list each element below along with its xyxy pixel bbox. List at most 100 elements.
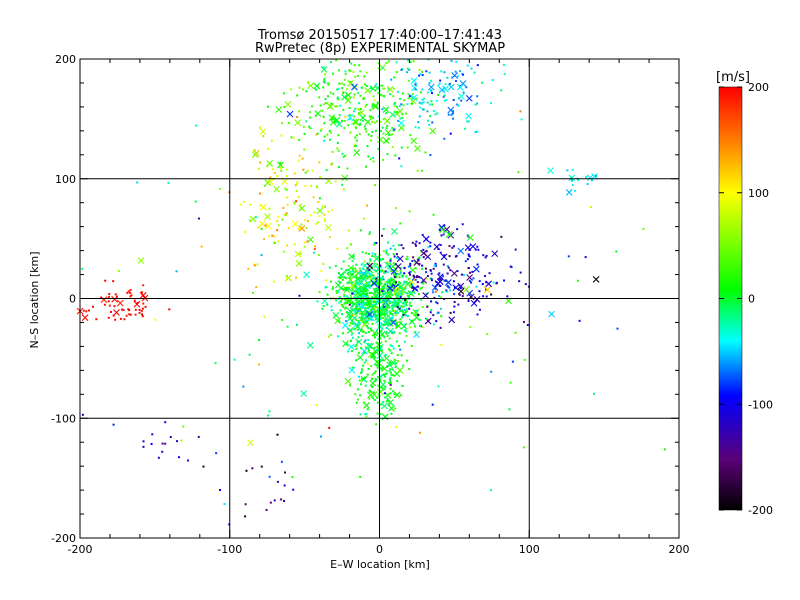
scatter-dot (350, 281, 353, 284)
scatter-dot (386, 153, 389, 156)
scatter-dot (365, 130, 368, 133)
scatter-dot (299, 252, 302, 255)
colorbar-tick-label: -200 (748, 504, 773, 517)
scatter-dot (452, 280, 455, 283)
scatter-dot (370, 278, 373, 281)
scatter-cross (267, 178, 275, 186)
scatter-dot (364, 105, 367, 108)
scatter-dot (374, 129, 377, 132)
scatter-dot (363, 361, 366, 364)
scatter-dot (219, 489, 222, 492)
scatter-dot (176, 440, 179, 443)
scatter-dot (276, 175, 279, 178)
scatter-dot (262, 238, 265, 241)
scatter-dot (500, 235, 503, 238)
scatter-dot (354, 107, 357, 110)
scatter-dot (446, 76, 449, 79)
scatter-dot (358, 291, 361, 294)
scatter-dot (440, 315, 443, 318)
scatter-dot (267, 414, 270, 417)
scatter-dot (142, 440, 145, 443)
scatter-dot (415, 276, 418, 279)
scatter-dot (514, 248, 517, 251)
scatter-dot (446, 272, 449, 275)
scatter-dot (476, 102, 479, 105)
scatter-dot (359, 329, 362, 332)
scatter-dot (388, 265, 391, 268)
scatter-dot (367, 367, 370, 370)
scatter-dot (393, 305, 396, 308)
scatter-cross (113, 309, 120, 316)
scatter-dot (358, 309, 361, 312)
scatter-dot (476, 130, 479, 133)
scatter-dot (164, 421, 167, 424)
scatter-dot (377, 115, 380, 118)
scatter-dot (431, 103, 434, 106)
scatter-dot (269, 176, 272, 179)
scatter-dot (383, 336, 386, 339)
scatter-dot (393, 331, 396, 334)
scatter-dot (129, 313, 132, 316)
scatter-cross (328, 114, 336, 122)
scatter-dot (449, 269, 452, 272)
scatter-cross (378, 330, 386, 338)
scatter-dot (434, 113, 437, 116)
scatter-dot (377, 319, 380, 322)
scatter-dot (417, 121, 420, 124)
scatter-dot (373, 293, 376, 296)
scatter-dot (284, 471, 287, 474)
scatter-dot (490, 102, 493, 105)
scatter-dot (393, 276, 396, 279)
scatter-cross (307, 82, 314, 90)
scatter-dot (403, 305, 406, 308)
scatter-dot (382, 258, 385, 261)
scatter-dot (389, 247, 392, 250)
scatter-dot (364, 332, 367, 335)
scatter-dot (387, 382, 390, 385)
scatter-dot (394, 366, 397, 369)
scatter-cross (394, 322, 402, 330)
scatter-dot (351, 281, 354, 284)
scatter-dot (400, 294, 403, 297)
scatter-dot (458, 284, 461, 287)
scatter-dot (318, 96, 321, 99)
scatter-dot (379, 264, 382, 267)
scatter-cross (360, 314, 368, 322)
scatter-dot (370, 303, 373, 306)
scatter-dot (467, 120, 470, 123)
scatter-dot (451, 117, 454, 120)
scatter-dot (345, 320, 348, 323)
scatter-dot (380, 329, 383, 332)
x-tick-label: -100 (217, 543, 242, 556)
scatter-dot (409, 292, 412, 295)
scatter-dot (355, 274, 358, 277)
scatter-dot (381, 275, 384, 278)
scatter-dot (323, 213, 326, 216)
scatter-dot (424, 151, 427, 154)
scatter-dot (414, 126, 417, 129)
scatter-dot (476, 263, 479, 266)
scatter-dot (318, 215, 321, 218)
scatter-dot (465, 86, 468, 89)
scatter-dot (364, 316, 367, 319)
scatter-dot (405, 314, 408, 317)
scatter-dot (401, 316, 404, 319)
scatter-dot (391, 133, 394, 136)
scatter-dot (420, 102, 423, 105)
scatter-cross (249, 215, 257, 223)
scatter-dot (384, 281, 387, 284)
scatter-dot (260, 227, 263, 230)
scatter-dot (330, 102, 333, 105)
scatter-dot (404, 323, 407, 326)
scatter-cross (469, 243, 477, 250)
scatter-dot (350, 329, 353, 332)
scatter-dot (430, 92, 433, 95)
scatter-cross (457, 282, 465, 290)
scatter-dot (396, 359, 399, 362)
scatter-dot (506, 295, 509, 298)
scatter-dot (114, 318, 117, 321)
scatter-dot (500, 89, 503, 92)
scatter-dot (338, 82, 341, 85)
scatter-cross (465, 112, 473, 120)
scatter-dot (283, 500, 286, 503)
